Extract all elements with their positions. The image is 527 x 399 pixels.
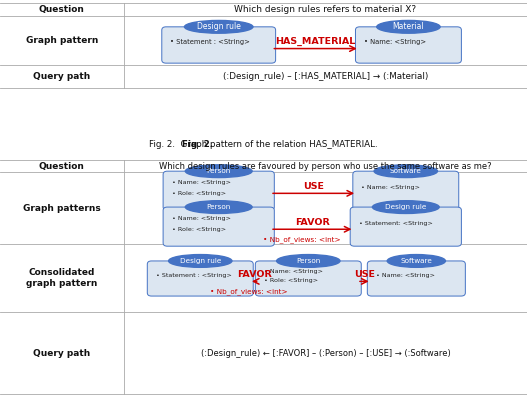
Text: FAVOR: FAVOR: [237, 270, 271, 279]
Text: USE: USE: [354, 270, 375, 279]
Text: FAVOR: FAVOR: [295, 218, 329, 227]
FancyBboxPatch shape: [367, 261, 465, 296]
Text: • Name: <String>: • Name: <String>: [376, 273, 435, 278]
Text: Design rule: Design rule: [197, 22, 241, 32]
Ellipse shape: [387, 255, 445, 267]
Text: • Role: <String>: • Role: <String>: [264, 279, 318, 283]
FancyBboxPatch shape: [163, 171, 274, 210]
Ellipse shape: [377, 20, 440, 33]
Text: • Statement : <String>: • Statement : <String>: [170, 39, 250, 45]
Text: Graph pattern: Graph pattern: [26, 36, 98, 45]
Text: Design rule: Design rule: [385, 204, 426, 210]
Text: (:Design_rule) – [:HAS_MATERIAL] → (:Material): (:Design_rule) – [:HAS_MATERIAL] → (:Mat…: [223, 72, 428, 81]
FancyBboxPatch shape: [163, 207, 274, 246]
Text: • Statement : <String>: • Statement : <String>: [156, 273, 231, 278]
Text: Which design rules are favoured by person who use the same software as me?: Which design rules are favoured by perso…: [159, 162, 492, 171]
Text: USE: USE: [303, 182, 324, 191]
FancyBboxPatch shape: [355, 27, 462, 63]
Text: • Nb_of_views: <int>: • Nb_of_views: <int>: [210, 288, 288, 295]
FancyBboxPatch shape: [147, 261, 253, 296]
Text: • Role: <String>: • Role: <String>: [172, 227, 226, 232]
Text: • Name: <String>: • Name: <String>: [172, 216, 230, 221]
Ellipse shape: [184, 20, 253, 33]
FancyBboxPatch shape: [353, 171, 458, 210]
Text: Graph patterns: Graph patterns: [23, 204, 101, 213]
Ellipse shape: [186, 165, 252, 178]
Text: Software: Software: [390, 168, 422, 174]
Ellipse shape: [169, 255, 232, 267]
FancyBboxPatch shape: [255, 261, 362, 296]
Text: • Name: <String>: • Name: <String>: [364, 39, 426, 45]
FancyBboxPatch shape: [350, 207, 462, 246]
Text: • Statement: <String>: • Statement: <String>: [358, 221, 433, 226]
Text: HAS_MATERIAL: HAS_MATERIAL: [276, 37, 356, 46]
Text: (:Design_rule) ← [:FAVOR] – (:Person) – [:USE] → (:Software): (:Design_rule) ← [:FAVOR] – (:Person) – …: [201, 349, 450, 358]
Text: • Name: <String>: • Name: <String>: [172, 180, 230, 185]
Text: • Name: <String>: • Name: <String>: [264, 269, 323, 274]
Text: Person: Person: [296, 258, 320, 264]
FancyBboxPatch shape: [162, 27, 276, 63]
Ellipse shape: [374, 165, 437, 178]
Ellipse shape: [186, 201, 252, 213]
Text: Which design rules refers to material X?: Which design rules refers to material X?: [235, 5, 416, 14]
Text: Question: Question: [39, 5, 85, 14]
Text: Fig. 2.: Fig. 2.: [181, 140, 213, 149]
Ellipse shape: [373, 201, 439, 213]
Text: Software: Software: [401, 258, 432, 264]
Text: Query path: Query path: [33, 72, 91, 81]
Text: • Nb_of_views: <int>: • Nb_of_views: <int>: [263, 236, 340, 243]
Text: • Role: <String>: • Role: <String>: [172, 192, 226, 196]
Text: Person: Person: [207, 168, 231, 174]
Text: Query path: Query path: [33, 349, 91, 358]
Text: Material: Material: [393, 22, 424, 32]
Text: Question: Question: [39, 162, 85, 171]
Ellipse shape: [277, 255, 340, 267]
Text: Person: Person: [207, 204, 231, 210]
Text: Design rule: Design rule: [180, 258, 221, 264]
Text: • Name: <String>: • Name: <String>: [362, 185, 420, 190]
Text: Consolidated
graph pattern: Consolidated graph pattern: [26, 269, 97, 288]
Text: Fig. 2.  Graph pattern of the relation HAS_MATERIAL.: Fig. 2. Graph pattern of the relation HA…: [149, 140, 378, 149]
